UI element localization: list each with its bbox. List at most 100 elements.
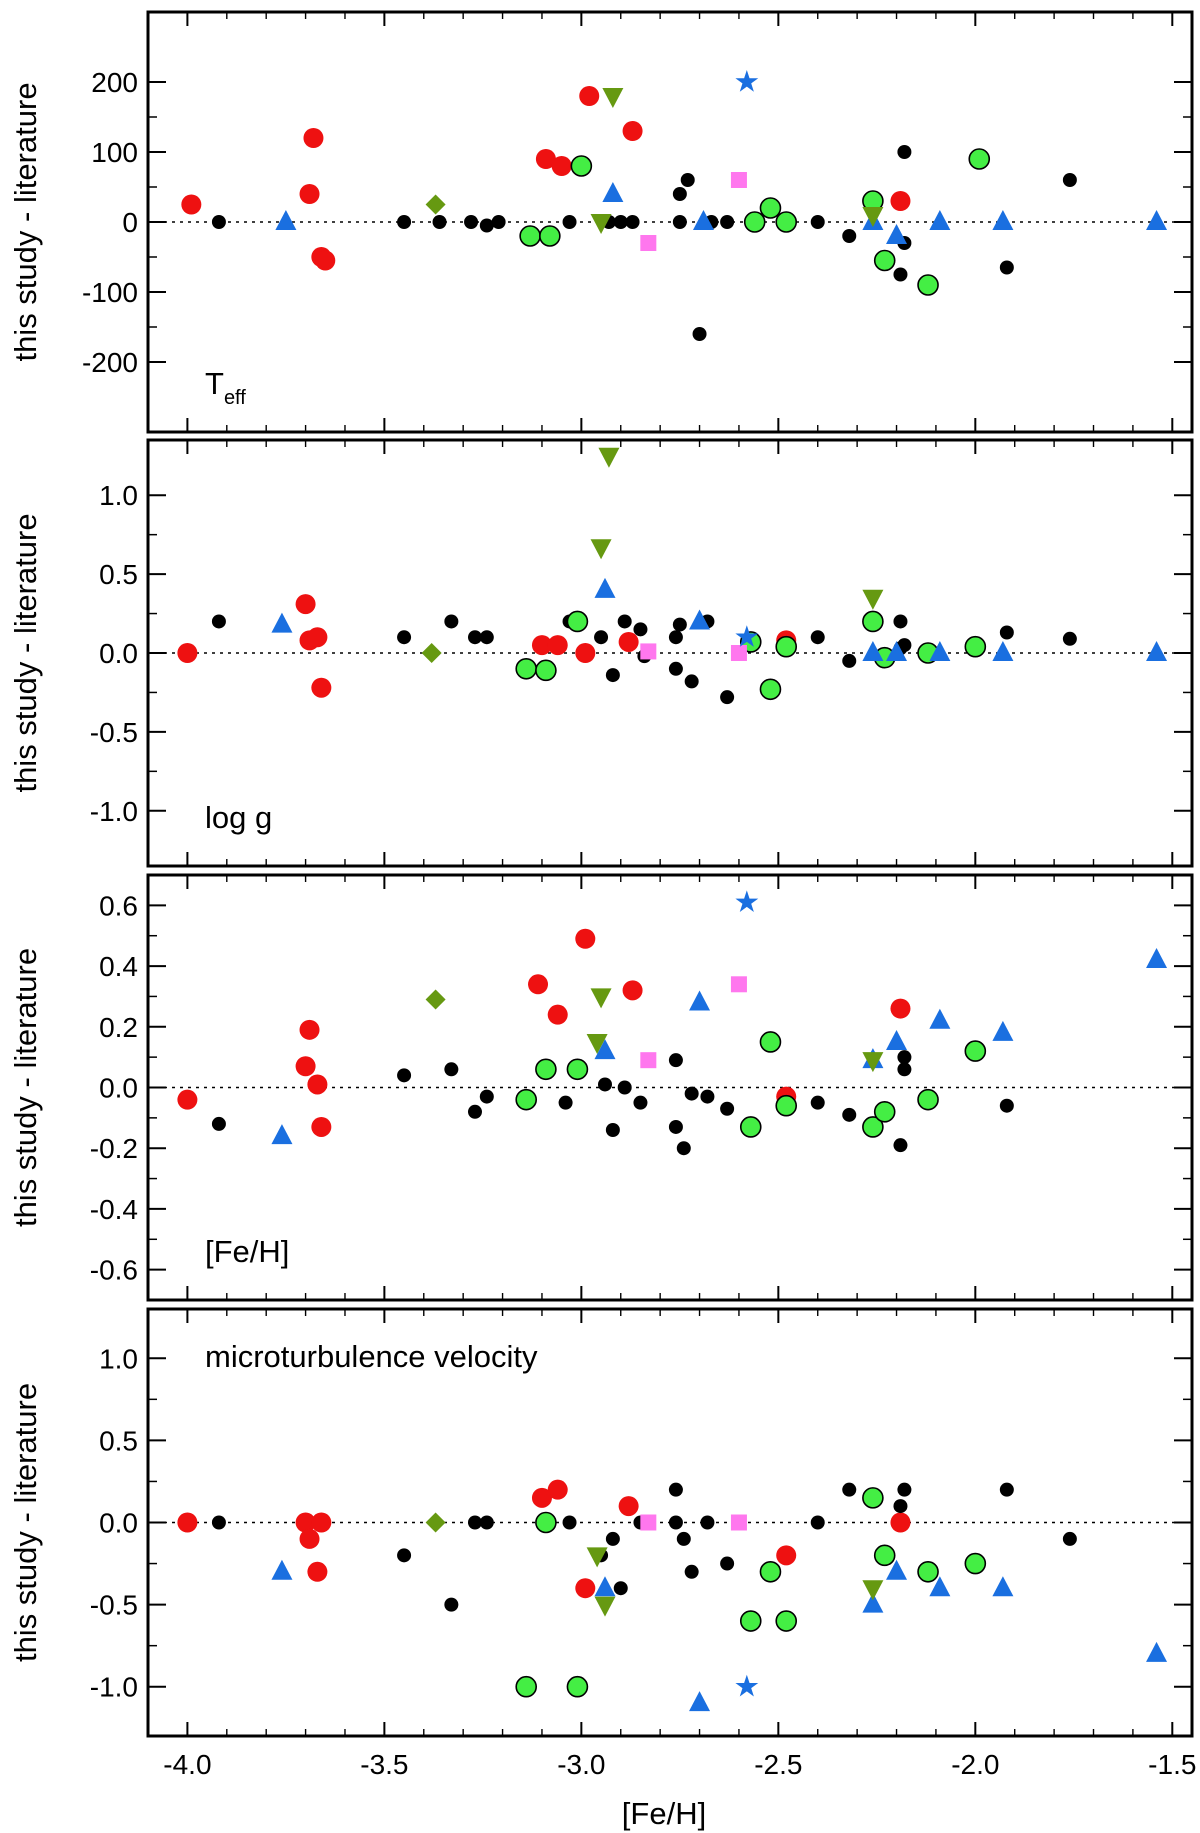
series-black-dot: [211, 145, 1077, 341]
y-tick-label: 0.5: [99, 1425, 138, 1456]
data-point: [181, 194, 202, 215]
panels-layer: -200 -100 0 100 200 this study - literature Te…: [8, 10, 1196, 1780]
data-point: [640, 1052, 657, 1069]
data-point: [842, 653, 857, 668]
data-point: [531, 1487, 552, 1508]
data-point: [590, 539, 612, 560]
y-tick-label: -100: [82, 277, 138, 308]
data-point: [515, 1088, 538, 1111]
data-point: [680, 173, 695, 187]
data-point: [999, 260, 1014, 275]
series-olive-diamond: [421, 643, 442, 663]
data-point: [917, 1088, 939, 1111]
data-point: [992, 1576, 1014, 1597]
data-point: [535, 1058, 557, 1081]
data-point: [562, 215, 577, 229]
data-point: [602, 88, 624, 108]
series-black-dot: [211, 1050, 1014, 1156]
data-point: [862, 1116, 884, 1138]
data-point: [862, 589, 884, 610]
data-point: [759, 678, 782, 701]
data-point: [590, 214, 612, 234]
data-point: [886, 1029, 908, 1050]
series-blue-triangle-up: [271, 577, 1168, 661]
series-red-circle: [177, 594, 797, 698]
data-point: [575, 1578, 596, 1599]
data-point: [307, 1074, 328, 1095]
data-point: [539, 225, 561, 247]
data-point: [676, 1141, 691, 1156]
data-point: [897, 1050, 912, 1065]
y-tick-label: -0.6: [90, 1255, 138, 1286]
series-pink-square: [640, 172, 747, 251]
panel-feh: -0.6 -0.4 -0.2 0.0 0.2 0.4 0.6 this study - lit…: [8, 873, 1194, 1302]
panel-label-main: log g: [205, 800, 272, 835]
data-point: [307, 1561, 328, 1582]
y-tick-label: 0.0: [99, 1073, 138, 1104]
data-point: [1062, 631, 1077, 646]
data-point: [759, 1560, 782, 1583]
data-point: [775, 635, 798, 658]
data-point: [640, 1514, 657, 1531]
data-point: [594, 630, 609, 645]
data-point: [897, 1482, 912, 1497]
data-point: [425, 989, 446, 1010]
data-point: [873, 249, 896, 272]
data-point: [810, 1515, 825, 1530]
data-point: [730, 976, 747, 993]
y-tick-label: -200: [82, 347, 138, 378]
data-point: [676, 1531, 691, 1546]
data-point: [535, 659, 557, 682]
data-point: [917, 1560, 939, 1583]
data-point: [617, 1080, 632, 1095]
x-tick-label: -4.0: [163, 1749, 211, 1780]
data-point: [594, 577, 616, 598]
data-point: [579, 86, 600, 106]
y-tick-label: 0.0: [99, 638, 138, 669]
data-point: [862, 207, 884, 227]
data-point: [491, 215, 506, 229]
data-point: [625, 215, 640, 229]
data-point: [1146, 210, 1168, 230]
data-point: [307, 627, 328, 648]
x-tick-label: -3.5: [360, 1749, 408, 1780]
data-point: [590, 988, 612, 1009]
data-point: [672, 215, 687, 229]
data-point: [211, 215, 226, 229]
data-point: [893, 267, 908, 282]
data-point: [618, 1496, 639, 1517]
data-point: [547, 1479, 568, 1500]
data-point: [842, 229, 857, 243]
data-point: [964, 1552, 987, 1575]
panel-label-main: microturbulence velocity: [205, 1339, 538, 1374]
data-point: [684, 1086, 699, 1101]
data-point: [1146, 948, 1168, 968]
series-olive-triangle-down: [586, 988, 884, 1073]
data-point: [862, 1487, 884, 1509]
data-point: [917, 274, 939, 296]
y-axis-title: this study - literature: [8, 948, 43, 1227]
data-point: [515, 1675, 538, 1698]
data-point: [295, 1512, 316, 1533]
data-point: [890, 191, 911, 211]
data-point: [211, 1116, 226, 1131]
data-point: [566, 610, 589, 633]
data-point: [1146, 641, 1168, 661]
data-point: [992, 210, 1014, 230]
data-point: [613, 1581, 628, 1596]
data-point: [547, 1004, 568, 1025]
panel-logg: -1.0 -0.5 0.0 0.5 1.0 this study - literature…: [8, 438, 1194, 868]
x-tick-label: -3.0: [557, 1749, 605, 1780]
data-point: [890, 998, 911, 1019]
data-point: [479, 630, 494, 645]
data-point: [602, 182, 624, 202]
data-point: [315, 250, 336, 271]
data-point: [633, 622, 648, 637]
x-axis: [Fe/H]: [622, 1796, 706, 1831]
data-point: [668, 1482, 683, 1497]
series-red-circle: [177, 928, 911, 1137]
data-point: [613, 215, 628, 229]
data-point: [303, 128, 324, 148]
data-point: [689, 1691, 711, 1712]
data-point: [547, 635, 568, 656]
